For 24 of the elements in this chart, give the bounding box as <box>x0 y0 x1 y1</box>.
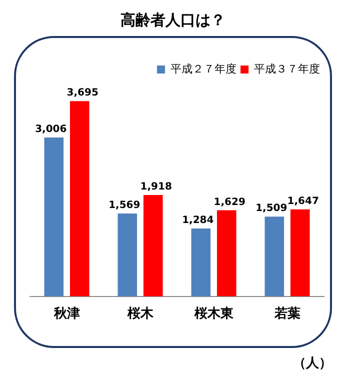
x-tick-label: 桜木 <box>126 306 154 322</box>
data-label: 1,509 <box>256 203 288 214</box>
x-tick-label: 若葉 <box>273 306 300 322</box>
data-label: 1,629 <box>214 196 246 208</box>
text: （人） <box>293 355 332 372</box>
legend-label: 平成３７年度 <box>254 62 320 76</box>
data-label: 3,695 <box>66 88 98 99</box>
x-tick-label: 桜木東 <box>193 306 234 322</box>
data-label: 1,918 <box>140 182 172 193</box>
bar <box>191 228 211 296</box>
bar <box>216 210 236 296</box>
data-label: 3,006 <box>35 124 67 136</box>
bar <box>143 195 163 296</box>
chart-title: 高齢者人口は？ <box>120 10 226 29</box>
x-tick-label: 秋津 <box>52 306 80 322</box>
bar <box>70 101 90 296</box>
bar <box>290 209 310 296</box>
bar <box>118 213 138 296</box>
data-label: 1,569 <box>108 200 140 212</box>
data-label: 1,647 <box>287 196 319 207</box>
data-label: 1,284 <box>182 215 214 226</box>
bar <box>264 216 284 296</box>
bar <box>44 138 64 296</box>
legend-label: 平成２７年度 <box>170 62 236 76</box>
